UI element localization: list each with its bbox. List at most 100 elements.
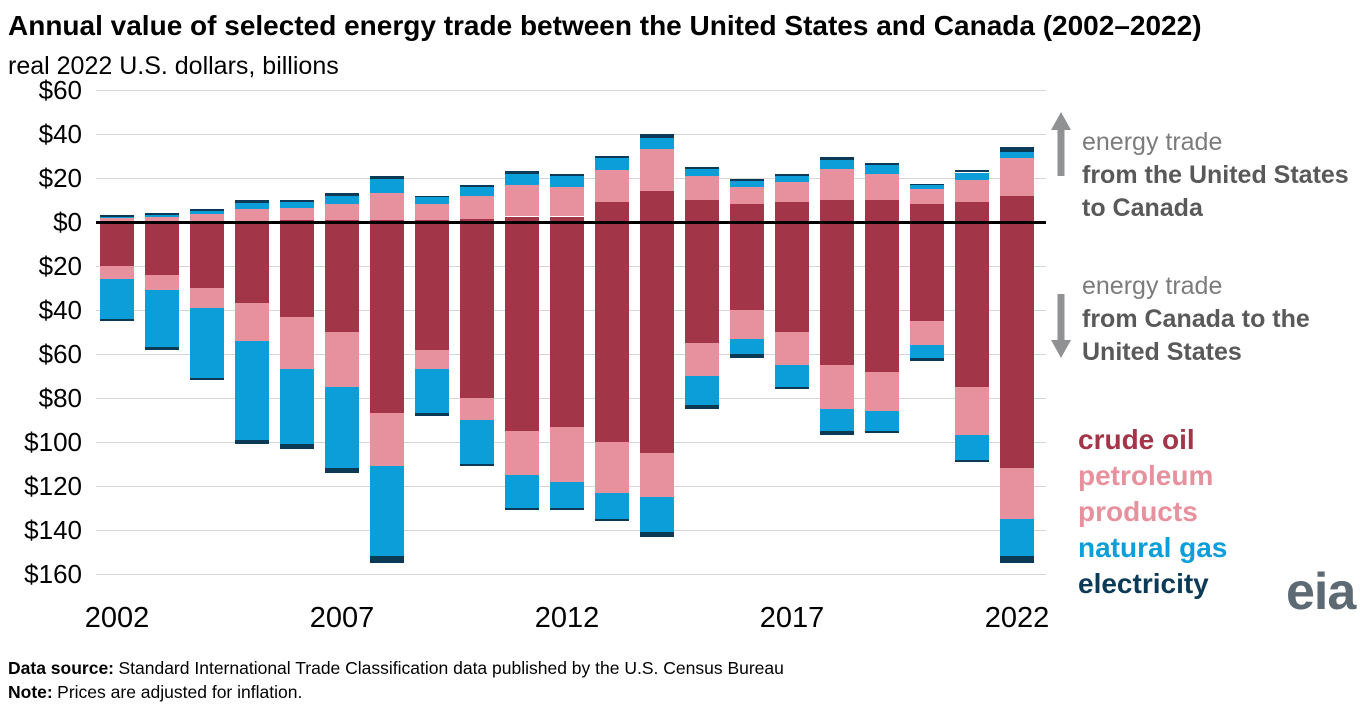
bar-segment-2015-up-electricity — [685, 167, 719, 170]
bar-segment-2002-down-crude-oil — [100, 222, 134, 266]
data-source-text: Standard International Trade Classificat… — [118, 658, 784, 678]
bar-segment-2003-down-electricity — [145, 347, 179, 350]
bar-segment-2022-down-petroleum-products — [1000, 468, 1034, 519]
y-axis-tick-label: $20 — [38, 163, 82, 193]
bar-segment-2012-up-electricity — [550, 173, 584, 176]
bar-segment-2003-down-crude-oil — [145, 222, 179, 275]
x-axis-tick-label: 2022 — [984, 602, 1050, 634]
bar-segment-2020-down-petroleum-products — [910, 321, 944, 346]
gridline — [96, 574, 1046, 575]
annotation-us-to-canada: energy trade from the United States to C… — [1082, 126, 1360, 225]
y-axis-tick-label: $160 — [24, 559, 82, 589]
y-axis-tick-label: $20 — [38, 251, 82, 281]
bar-segment-2019-down-electricity — [865, 431, 899, 434]
bar-segment-2010-down-petroleum-products — [460, 398, 494, 420]
bar-segment-2010-down-natural-gas — [460, 420, 494, 464]
bar-segment-2018-down-electricity — [820, 431, 854, 436]
bar-segment-2004-down-electricity — [190, 378, 224, 381]
bar-segment-2008-down-petroleum-products — [370, 413, 404, 467]
y-axis-tick-label: $60 — [38, 75, 82, 105]
eia-logo: eia — [1286, 563, 1356, 621]
bar-segment-2014-down-natural-gas — [640, 497, 674, 533]
legend-item-crude-oil: crude oil — [1078, 424, 1195, 455]
bar-segment-2008-down-crude-oil — [370, 222, 404, 414]
y-axis-tick-label: $80 — [38, 383, 82, 413]
bar-segment-2021-down-crude-oil — [955, 222, 989, 387]
bar-segment-2016-down-crude-oil — [730, 222, 764, 310]
bar-segment-2010-up-petroleum-products — [460, 195, 494, 219]
bar-segment-2016-down-natural-gas — [730, 338, 764, 354]
bar-segment-2022-up-crude-oil — [1000, 195, 1034, 222]
bar-segment-2012-up-natural-gas — [550, 175, 584, 187]
bar-segment-2005-down-petroleum-products — [235, 303, 269, 341]
bar-segment-2007-down-crude-oil — [325, 222, 359, 332]
bar-segment-2016-up-crude-oil — [730, 204, 764, 222]
bar-segment-2022-down-crude-oil — [1000, 222, 1034, 469]
note-label: Note: — [8, 682, 53, 702]
bar-segment-2005-up-electricity — [235, 200, 269, 204]
bar-segment-2009-up-natural-gas — [415, 197, 449, 204]
bar-segment-2021-up-natural-gas — [955, 172, 989, 181]
bar-segment-2014-up-petroleum-products — [640, 149, 674, 192]
bar-segment-2018-down-petroleum-products — [820, 365, 854, 409]
bar-segment-2008-up-crude-oil — [370, 219, 404, 222]
bar-segment-2010-down-crude-oil — [460, 222, 494, 398]
legend-item-natural-gas: natural gas — [1078, 532, 1228, 563]
bar-segment-2009-up-electricity — [415, 195, 449, 198]
bar-segment-2004-down-crude-oil — [190, 222, 224, 288]
bar-segment-2019-down-natural-gas — [865, 411, 899, 431]
x-axis-tick-label: 2007 — [309, 602, 375, 634]
bar-segment-2006-up-petroleum-products — [280, 207, 314, 221]
bar-segment-2003-down-natural-gas — [145, 290, 179, 348]
bar-segment-2014-down-electricity — [640, 532, 674, 537]
bar-segment-2006-down-natural-gas — [280, 369, 314, 445]
bar-segment-2020-up-crude-oil — [910, 204, 944, 222]
bar-segment-2003-up-petroleum-products — [145, 216, 179, 222]
annotation-line: energy trade — [1082, 272, 1223, 300]
zero-baseline — [96, 221, 1046, 224]
bar-segment-2018-up-petroleum-products — [820, 169, 854, 200]
bar-segment-2013-down-petroleum-products — [595, 442, 629, 493]
bar-segment-2011-up-electricity — [505, 171, 539, 174]
bar-segment-2020-up-electricity — [910, 183, 944, 185]
bar-segment-2019-down-crude-oil — [865, 222, 899, 372]
bar-segment-2013-down-natural-gas — [595, 492, 629, 519]
bar-segment-2022-down-natural-gas — [1000, 519, 1034, 557]
bar-segment-2011-up-petroleum-products — [505, 184, 539, 217]
bar-segment-2017-down-electricity — [775, 387, 809, 390]
chart-area: $60 $40 $20 $0 $20 $40 $60 $80 $100 $120 $140 $160 … — [8, 75, 1054, 650]
bar-segment-2011-down-electricity — [505, 508, 539, 511]
bar-segment-2010-up-natural-gas — [460, 186, 494, 196]
bar-segment-2016-up-natural-gas — [730, 181, 764, 187]
bar-segment-2021-down-electricity — [955, 459, 989, 462]
x-axis-tick-label: 2017 — [759, 602, 825, 634]
bar-segment-2006-down-crude-oil — [280, 222, 314, 317]
bar-segment-2007-up-electricity — [325, 193, 359, 196]
bar-segment-2006-up-electricity — [280, 200, 314, 203]
bar-segment-2016-up-electricity — [730, 179, 764, 182]
bar-segment-2015-up-petroleum-products — [685, 175, 719, 200]
bar-segment-2002-down-natural-gas — [100, 279, 134, 319]
bar-segment-2008-down-natural-gas — [370, 466, 404, 557]
bar-segment-2014-down-crude-oil — [640, 222, 674, 453]
bar-segment-2016-down-petroleum-products — [730, 310, 764, 339]
bar-segment-2017-up-natural-gas — [775, 175, 809, 183]
bar-segment-2009-down-petroleum-products — [415, 349, 449, 370]
bar-segment-2008-up-natural-gas — [370, 179, 404, 194]
bar-segment-2002-down-electricity — [100, 318, 134, 321]
bar-segment-2012-up-petroleum-products — [550, 186, 584, 217]
bar-segment-2015-down-natural-gas — [685, 376, 719, 405]
arrow-down-icon — [1051, 294, 1071, 358]
gridline — [96, 134, 1046, 135]
bar-segment-2009-down-natural-gas — [415, 369, 449, 414]
bar-segment-2016-down-electricity — [730, 354, 764, 359]
legend-item-electricity: electricity — [1078, 568, 1209, 599]
bar-segment-2010-down-electricity — [460, 464, 494, 467]
bar-segment-2008-down-electricity — [370, 556, 404, 563]
bar-segment-2020-down-crude-oil — [910, 222, 944, 321]
bar-segment-2013-up-electricity — [595, 156, 629, 159]
bar-segment-2012-down-petroleum-products — [550, 426, 584, 482]
bar-segment-2022-down-electricity — [1000, 556, 1034, 563]
bar-segment-2017-up-electricity — [775, 173, 809, 176]
bar-segment-2004-up-natural-gas — [190, 211, 224, 215]
